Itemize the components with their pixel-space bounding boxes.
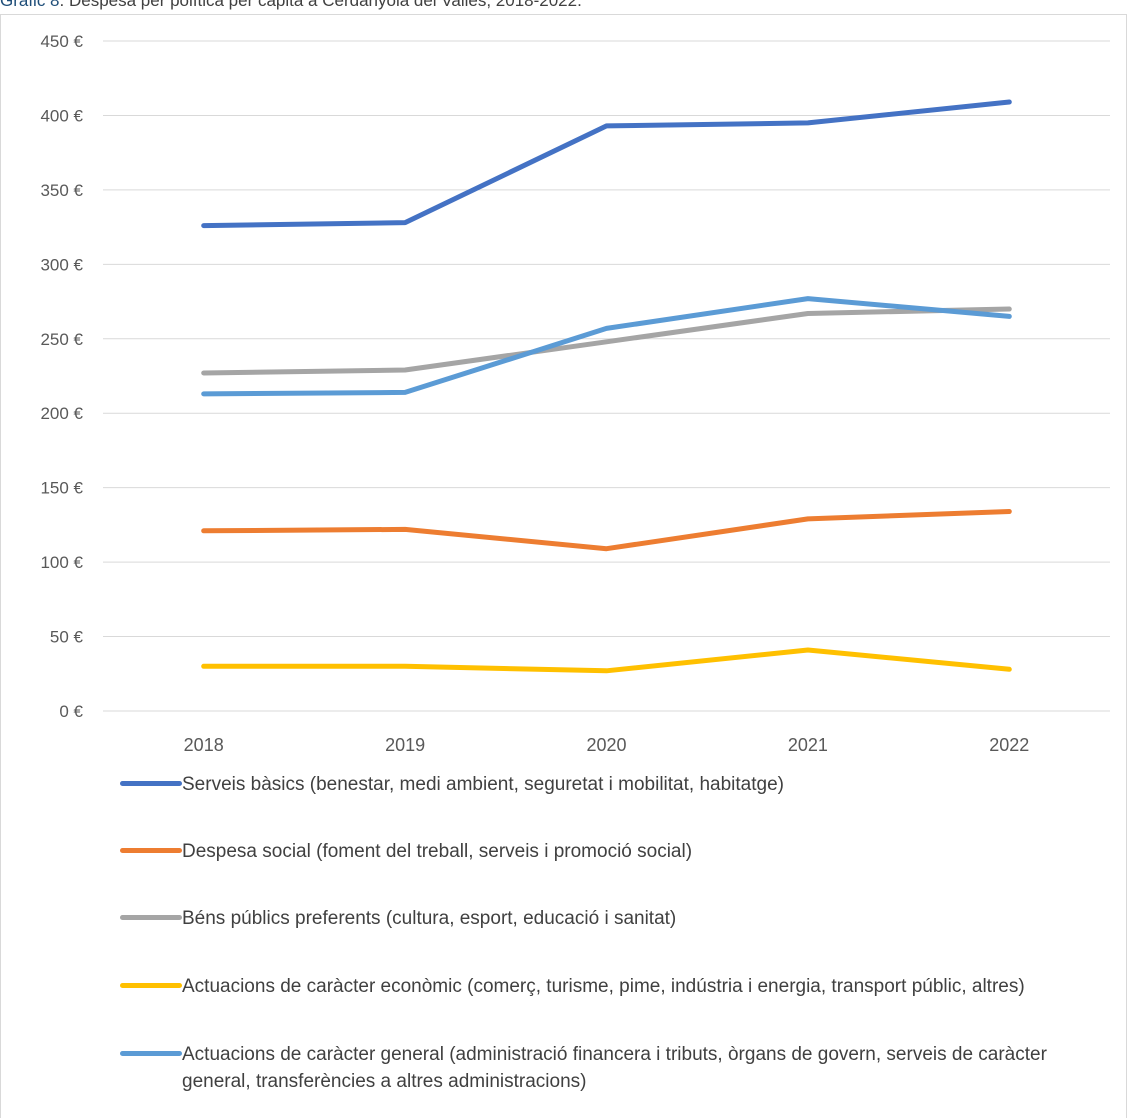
legend-swatch bbox=[120, 848, 182, 853]
x-tick-label: 2022 bbox=[989, 735, 1029, 755]
gridlines bbox=[103, 40, 1110, 712]
y-axis: 0 € 50 € 100 € 150 € 200 € 250 € 300 € 350 € 400… bbox=[40, 32, 83, 721]
legend-label: Serveis bàsics (benestar, medi ambient, … bbox=[182, 774, 784, 795]
y-tick-label: 250 € bbox=[40, 330, 83, 349]
legend-swatch bbox=[120, 915, 182, 920]
x-axis: 2018 2019 2020 2021 2022 bbox=[184, 735, 1030, 755]
y-tick-label: 0 € bbox=[59, 702, 83, 721]
x-tick-label: 2020 bbox=[586, 735, 626, 755]
legend-label: Actuacions de caràcter general (administ… bbox=[182, 1044, 1047, 1092]
y-tick-label: 100 € bbox=[40, 553, 83, 572]
chart-frame bbox=[0, 14, 1127, 1118]
x-tick-label: 2018 bbox=[184, 735, 224, 755]
series-lines bbox=[201, 99, 1012, 674]
legend-swatch bbox=[120, 781, 182, 786]
x-tick-label: 2019 bbox=[385, 735, 425, 755]
x-tick-label: 2021 bbox=[788, 735, 828, 755]
y-tick-label: 200 € bbox=[40, 404, 83, 423]
legend-item: Despesa social (foment del treball, serv… bbox=[120, 838, 1112, 865]
legend-label: Despesa social (foment del treball, serv… bbox=[182, 841, 693, 862]
caption-label: Gràfic 8 bbox=[0, 0, 60, 10]
legend-item: Serveis bàsics (benestar, medi ambient, … bbox=[120, 771, 1112, 798]
y-tick-label: 400 € bbox=[40, 106, 83, 125]
y-tick-label: 50 € bbox=[50, 628, 84, 647]
y-tick-label: 350 € bbox=[40, 181, 83, 200]
series-line-3 bbox=[201, 306, 1012, 376]
series-line-1 bbox=[201, 99, 1012, 229]
y-tick-label: 300 € bbox=[40, 255, 83, 274]
caption-text: . Despesa per política per càpita a Cerd… bbox=[59, 0, 582, 10]
legend-item: Béns públics preferents (cultura, esport… bbox=[120, 905, 1112, 932]
y-tick-label: 450 € bbox=[40, 32, 83, 51]
y-tick-label: 150 € bbox=[40, 479, 83, 498]
legend-swatch bbox=[120, 983, 182, 988]
legend-swatch bbox=[120, 1051, 182, 1056]
figure-caption: Gràfic 8. Despesa per política per càpit… bbox=[0, 0, 582, 11]
legend-label: Béns públics preferents (cultura, esport… bbox=[182, 908, 677, 929]
series-line-4 bbox=[201, 647, 1012, 674]
series-line-2 bbox=[201, 509, 1012, 552]
legend-label: Actuacions de caràcter econòmic (comerç,… bbox=[182, 976, 1025, 997]
legend-item: Actuacions de caràcter general (administ… bbox=[120, 1041, 1112, 1095]
legend-item: Actuacions de caràcter econòmic (comerç,… bbox=[120, 973, 1112, 1000]
